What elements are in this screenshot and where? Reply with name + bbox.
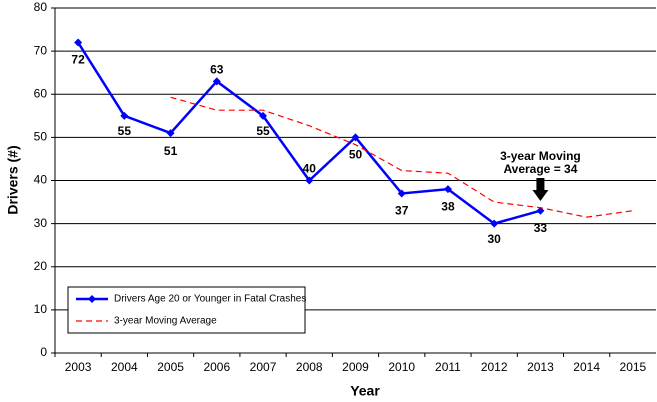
y-tick-label: 30	[34, 216, 48, 230]
marker	[397, 189, 406, 198]
marker	[74, 38, 83, 47]
y-tick-label: 70	[34, 43, 48, 57]
y-axis-title: Drivers (#)	[5, 145, 21, 214]
x-tick-label: 2011	[435, 360, 461, 374]
legend-marker	[88, 295, 96, 303]
x-axis-title: Year	[350, 383, 380, 399]
x-tick-label: 2003	[65, 360, 92, 374]
x-tick-label: 2010	[388, 360, 415, 374]
legend-label: Drivers Age 20 or Younger in Fatal Crash…	[114, 294, 306, 305]
y-tick-label: 50	[34, 130, 48, 144]
data-label: 63	[210, 62, 224, 76]
marker	[166, 129, 175, 138]
x-tick-label: 2008	[296, 360, 323, 374]
series-line	[77, 41, 541, 225]
data-label: 37	[395, 204, 409, 218]
x-tick-label: 2012	[481, 360, 508, 374]
y-tick-label: 80	[34, 0, 48, 14]
x-tick-label: 2015	[620, 360, 647, 374]
annotation-arrow	[532, 178, 549, 201]
series-line	[170, 96, 633, 218]
marker	[490, 219, 499, 228]
x-tick-label: 2014	[573, 360, 600, 374]
y-tick-label: 0	[40, 345, 47, 359]
data-label: 51	[164, 144, 178, 158]
data-label: 55	[118, 124, 132, 138]
marker	[305, 176, 314, 185]
data-label: 50	[349, 148, 363, 162]
marker	[212, 77, 221, 86]
y-tick-label: 60	[34, 86, 48, 100]
data-label: 38	[441, 199, 455, 213]
y-tick-label: 10	[34, 302, 48, 316]
legend-label: 3-year Moving Average	[114, 316, 217, 327]
marker	[259, 111, 268, 120]
x-tick-label: 2009	[342, 360, 369, 374]
data-label: 33	[534, 221, 548, 235]
x-tick-label: 2004	[111, 360, 138, 374]
legend-box	[67, 286, 306, 334]
marker	[443, 185, 452, 194]
annotation: 3-year Moving	[500, 149, 581, 163]
x-tick-label: 2005	[157, 360, 184, 374]
x-tick-label: 2013	[527, 360, 554, 374]
annotation: Average = 34	[503, 162, 577, 176]
y-tick-label: 20	[34, 259, 48, 273]
data-label: 40	[303, 162, 317, 176]
data-label: 30	[488, 232, 502, 246]
marker	[120, 111, 129, 120]
y-tick-label: 40	[34, 173, 48, 187]
marker	[351, 133, 360, 142]
x-tick-label: 2006	[203, 360, 230, 374]
data-label: 55	[256, 124, 270, 138]
x-tick-label: 2007	[250, 360, 277, 374]
data-label: 72	[71, 53, 85, 67]
